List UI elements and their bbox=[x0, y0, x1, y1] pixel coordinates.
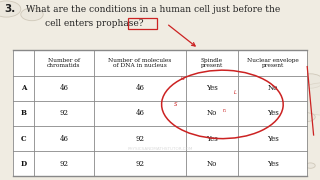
Text: D: D bbox=[20, 160, 27, 168]
Text: 46: 46 bbox=[135, 109, 144, 117]
Text: No: No bbox=[268, 84, 278, 92]
Text: L₂: L₂ bbox=[181, 76, 186, 81]
Text: A: A bbox=[21, 84, 26, 92]
Text: B: B bbox=[20, 109, 26, 117]
Text: 46: 46 bbox=[135, 84, 144, 92]
Text: Yes: Yes bbox=[206, 84, 218, 92]
Text: 92: 92 bbox=[135, 135, 144, 143]
Text: Yes: Yes bbox=[206, 135, 218, 143]
Text: PHYSICSANDMATHSTUTOR.COM: PHYSICSANDMATHSTUTOR.COM bbox=[127, 147, 193, 151]
Text: Nuclear envelope
present: Nuclear envelope present bbox=[247, 58, 299, 68]
Text: S: S bbox=[174, 102, 178, 107]
Circle shape bbox=[294, 83, 320, 115]
Text: Yes: Yes bbox=[267, 160, 278, 168]
Text: r₁: r₁ bbox=[222, 108, 227, 113]
Text: No: No bbox=[207, 160, 217, 168]
Text: Yes: Yes bbox=[267, 135, 278, 143]
Text: L: L bbox=[234, 90, 236, 95]
Text: 46: 46 bbox=[59, 84, 68, 92]
Text: No: No bbox=[207, 109, 217, 117]
Circle shape bbox=[0, 1, 21, 17]
Text: 92: 92 bbox=[59, 160, 68, 168]
Text: Yes: Yes bbox=[267, 109, 278, 117]
Circle shape bbox=[306, 163, 315, 168]
Circle shape bbox=[21, 8, 43, 21]
Text: Spindle
present: Spindle present bbox=[201, 58, 223, 68]
Text: 92: 92 bbox=[135, 160, 144, 168]
Circle shape bbox=[299, 112, 315, 122]
Circle shape bbox=[269, 167, 282, 175]
Text: cell enters prophase?: cell enters prophase? bbox=[45, 19, 143, 28]
Text: 3.: 3. bbox=[5, 4, 16, 15]
Bar bbox=[13, 50, 307, 176]
Circle shape bbox=[298, 74, 320, 88]
Text: What are the conditions in a human cell just before the: What are the conditions in a human cell … bbox=[26, 4, 280, 14]
Text: 46: 46 bbox=[59, 135, 68, 143]
Text: Number of
chromatids: Number of chromatids bbox=[47, 58, 80, 68]
Text: Number of molecules
of DNA in nucleus: Number of molecules of DNA in nucleus bbox=[108, 58, 172, 68]
Circle shape bbox=[285, 142, 304, 153]
Text: C: C bbox=[20, 135, 26, 143]
Text: 92: 92 bbox=[59, 109, 68, 117]
